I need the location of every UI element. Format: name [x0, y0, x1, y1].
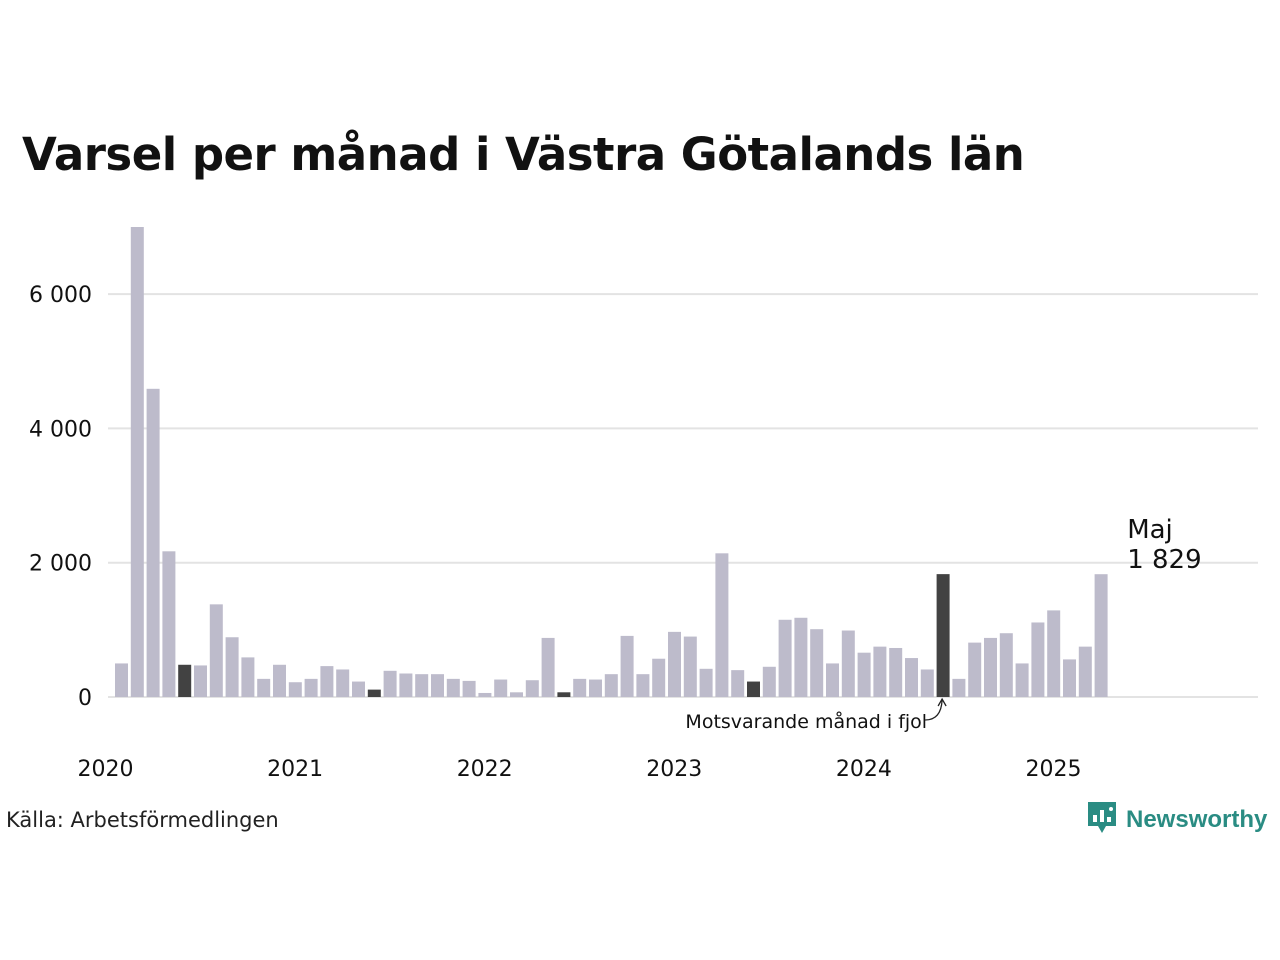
bar	[462, 680, 476, 697]
bar	[446, 678, 460, 697]
bar	[399, 673, 413, 697]
bar	[130, 227, 144, 697]
bar	[273, 664, 286, 697]
bar	[383, 670, 397, 697]
annotation-arrowhead	[937, 697, 947, 707]
bar	[1063, 659, 1076, 697]
bar	[984, 637, 997, 697]
bar	[810, 629, 824, 697]
bar	[589, 679, 602, 697]
bar	[209, 604, 223, 697]
bar	[873, 646, 887, 697]
bar	[525, 680, 539, 697]
current-value-label: 1 829	[1127, 545, 1201, 575]
bar	[478, 692, 492, 697]
bar	[320, 666, 334, 697]
bar	[1031, 622, 1045, 697]
y-tick-label: 4 000	[29, 417, 92, 442]
bar	[841, 630, 855, 697]
bar	[510, 692, 523, 697]
brand-name: Newsworthy	[1126, 806, 1268, 833]
bar	[352, 681, 365, 697]
bar	[715, 553, 729, 697]
axis-labels: 0 2 000 4 000 6 000 2020 2021 2022 2023 2024 2025	[29, 283, 1081, 782]
bar	[652, 658, 666, 697]
bar	[683, 636, 697, 697]
page-title: Varsel per månad i Västra Götalands län	[22, 128, 1025, 181]
bar	[415, 674, 429, 697]
bar	[1047, 610, 1061, 697]
bar	[115, 663, 128, 697]
x-tick-label: 2024	[836, 757, 892, 782]
bar	[162, 551, 176, 697]
x-tick-label: 2023	[646, 757, 702, 782]
x-tick-label: 2022	[457, 757, 513, 782]
brand-logo[interactable]: Newsworthy	[1086, 800, 1267, 840]
bar	[1015, 663, 1029, 697]
bar	[857, 652, 871, 697]
grid-lines	[108, 293, 1258, 698]
y-tick-label: 0	[78, 686, 92, 711]
bar	[604, 674, 618, 697]
same-month-annotation: Motsvarande månad i fjol	[685, 710, 927, 733]
bar	[826, 663, 839, 697]
bar	[304, 678, 318, 697]
bar	[699, 668, 713, 697]
bar	[367, 689, 381, 697]
annotation-arrow	[925, 699, 943, 721]
bar	[336, 669, 350, 697]
bar	[178, 664, 192, 697]
bar	[1078, 646, 1092, 697]
current-month-label: Maj	[1127, 515, 1173, 545]
bar	[936, 574, 950, 697]
bar	[194, 665, 207, 697]
bar	[999, 633, 1013, 697]
bar	[905, 658, 918, 697]
bar	[431, 674, 444, 697]
newsworthy-logo-icon	[1086, 800, 1118, 840]
bar	[620, 635, 634, 697]
bar	[241, 657, 255, 697]
bar	[1094, 574, 1108, 697]
bar	[794, 617, 808, 697]
bar	[225, 637, 239, 697]
bar	[636, 674, 650, 697]
bar	[889, 647, 903, 697]
bar	[747, 681, 760, 697]
bar	[257, 678, 271, 697]
bars	[115, 227, 1108, 697]
y-tick-label: 6 000	[29, 283, 92, 308]
bar	[762, 666, 776, 697]
x-tick-label: 2025	[1026, 757, 1082, 782]
x-tick-label: 2020	[78, 757, 134, 782]
bar	[952, 678, 966, 697]
bar	[288, 682, 302, 697]
bar	[557, 692, 571, 697]
bar	[968, 642, 982, 697]
bar	[668, 631, 681, 697]
source-note: Källa: Arbetsförmedlingen	[6, 808, 279, 832]
bar	[920, 669, 934, 697]
bar	[146, 388, 160, 697]
bar	[494, 679, 508, 697]
bar	[778, 619, 792, 697]
bar	[573, 678, 587, 697]
x-tick-label: 2021	[267, 757, 323, 782]
y-tick-label: 2 000	[29, 552, 92, 577]
bar	[731, 670, 745, 697]
bar	[541, 637, 555, 697]
